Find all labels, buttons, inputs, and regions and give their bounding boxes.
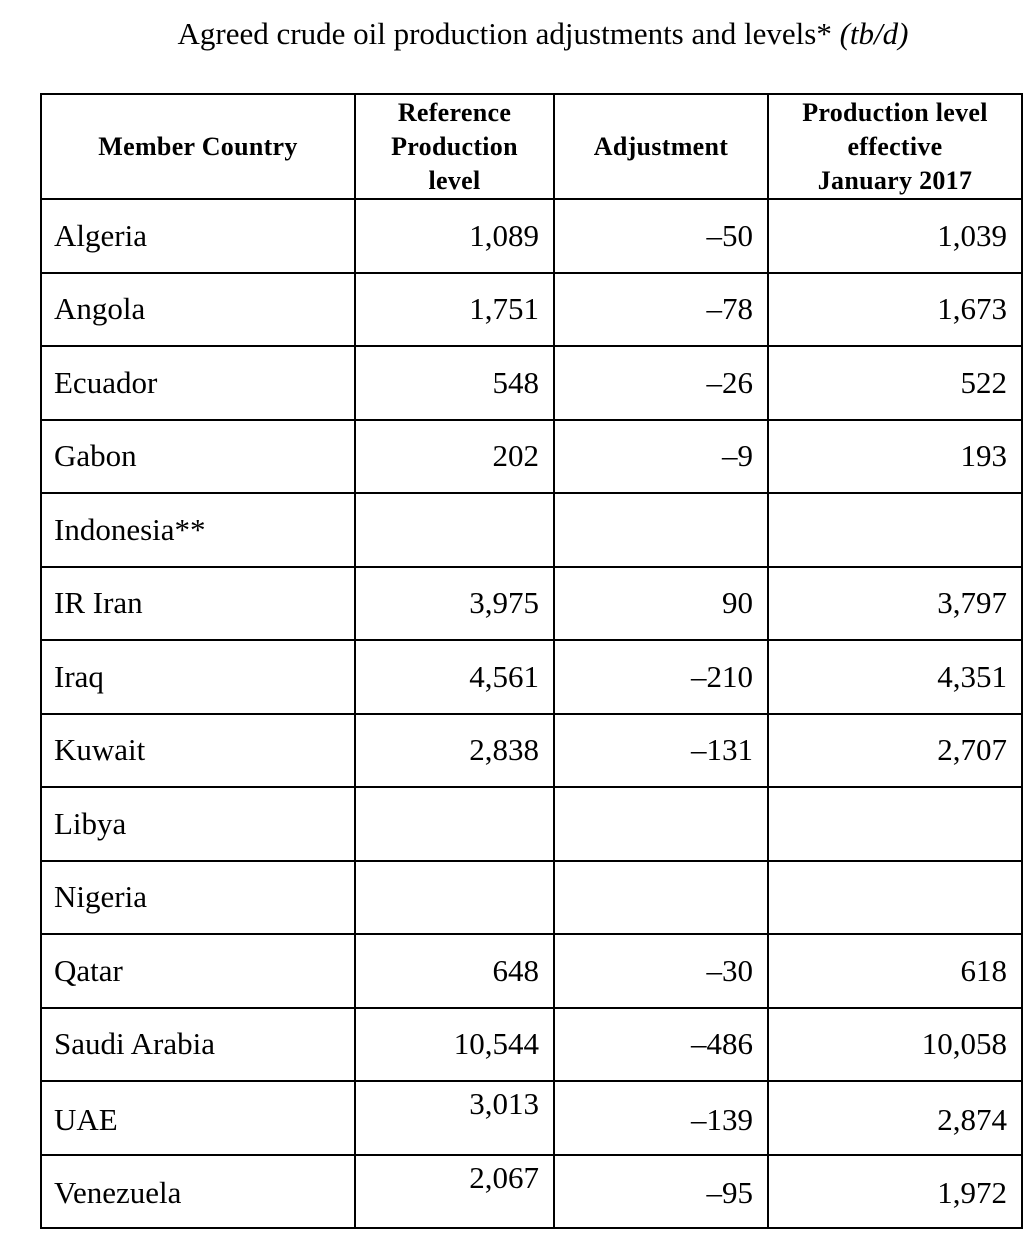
table-row: Algeria 1,089 –50 1,039 — [40, 198, 1023, 274]
title-text: Agreed crude oil production adjustments … — [177, 16, 832, 51]
header-row: Member Country Reference Production leve… — [40, 93, 1023, 200]
table-row: IR Iran 3,975 90 3,797 — [40, 565, 1023, 641]
header-reference-line-1: Reference — [397, 97, 512, 127]
adjustment-cell — [553, 786, 769, 862]
reference-cell — [354, 859, 555, 935]
adjustment-cell: –210 — [553, 639, 769, 715]
table-row: Saudi Arabia 10,544 –486 10,058 — [40, 1006, 1023, 1082]
production-cell: 1,972 — [767, 1153, 1023, 1229]
country-cell: IR Iran — [40, 565, 356, 641]
header-member-country: Member Country — [40, 93, 356, 200]
reference-cell: 2,838 — [354, 712, 555, 788]
production-cell: 1,039 — [767, 198, 1023, 274]
production-cell: 193 — [767, 418, 1023, 494]
reference-cell — [354, 492, 555, 568]
reference-cell: 3,013 — [354, 1080, 555, 1156]
country-cell: Kuwait — [40, 712, 356, 788]
reference-cell: 1,751 — [354, 271, 555, 347]
country-cell: Angola — [40, 271, 356, 347]
reference-cell: 648 — [354, 933, 555, 1009]
production-cell: 2,874 — [767, 1080, 1023, 1156]
production-cell — [767, 786, 1023, 862]
adjustment-cell: –131 — [553, 712, 769, 788]
table-row: Nigeria — [40, 859, 1023, 935]
production-cell — [767, 859, 1023, 935]
country-cell: Ecuador — [40, 345, 356, 421]
country-cell: Algeria — [40, 198, 356, 274]
reference-cell: 1,089 — [354, 198, 555, 274]
table-row: Ecuador 548 –26 522 — [40, 345, 1023, 421]
adjustment-cell: –9 — [553, 418, 769, 494]
table-row: UAE 3,013 –139 2,874 — [40, 1080, 1023, 1156]
production-cell: 618 — [767, 933, 1023, 1009]
production-cell — [767, 492, 1023, 568]
country-cell: Libya — [40, 786, 356, 862]
country-cell: Gabon — [40, 418, 356, 494]
reference-cell: 548 — [354, 345, 555, 421]
title-unit: (tb/d) — [839, 16, 909, 51]
reference-cell: 4,561 — [354, 639, 555, 715]
header-adjustment-label: Adjustment — [593, 131, 729, 161]
header-production-line-3: January 2017 — [817, 165, 973, 195]
table-row: Iraq 4,561 –210 4,351 — [40, 639, 1023, 715]
header-adjustment: Adjustment — [553, 93, 769, 200]
reference-cell — [354, 786, 555, 862]
production-table: Member Country Reference Production leve… — [40, 93, 1023, 1229]
reference-cell: 3,975 — [354, 565, 555, 641]
header-production-line-2: effective — [847, 131, 943, 161]
production-cell: 2,707 — [767, 712, 1023, 788]
adjustment-cell — [553, 492, 769, 568]
table-row: Kuwait 2,838 –131 2,707 — [40, 712, 1023, 788]
reference-cell: 10,544 — [354, 1006, 555, 1082]
header-reference-line-2: Production — [391, 131, 518, 161]
reference-cell: 2,067 — [354, 1153, 555, 1229]
adjustment-cell: –26 — [553, 345, 769, 421]
adjustment-cell: 90 — [553, 565, 769, 641]
adjustment-cell: –95 — [553, 1153, 769, 1229]
table-row: Gabon 202 –9 193 — [40, 418, 1023, 494]
header-reference-production: Reference Production level — [354, 93, 555, 200]
country-cell: Indonesia** — [40, 492, 356, 568]
adjustment-cell: –30 — [553, 933, 769, 1009]
table-row: Qatar 648 –30 618 — [40, 933, 1023, 1009]
header-reference-line-3: level — [428, 165, 481, 195]
table-row: Indonesia** — [40, 492, 1023, 568]
adjustment-cell: –50 — [553, 198, 769, 274]
country-cell: Iraq — [40, 639, 356, 715]
header-production-line-1: Production level — [802, 97, 988, 127]
country-cell: Qatar — [40, 933, 356, 1009]
country-cell: Saudi Arabia — [40, 1006, 356, 1082]
country-cell: UAE — [40, 1080, 356, 1156]
production-cell: 4,351 — [767, 639, 1023, 715]
table-row: Venezuela 2,067 –95 1,972 — [40, 1153, 1023, 1229]
production-cell: 3,797 — [767, 565, 1023, 641]
production-cell: 1,673 — [767, 271, 1023, 347]
header-production-level: Production level effective January 2017 — [767, 93, 1023, 200]
production-cell: 522 — [767, 345, 1023, 421]
adjustment-cell — [553, 859, 769, 935]
adjustment-cell: –486 — [553, 1006, 769, 1082]
adjustment-cell: –78 — [553, 271, 769, 347]
production-cell: 10,058 — [767, 1006, 1023, 1082]
country-cell: Nigeria — [40, 859, 356, 935]
table-row: Libya — [40, 786, 1023, 862]
country-cell: Venezuela — [40, 1153, 356, 1229]
reference-cell: 202 — [354, 418, 555, 494]
table-row: Angola 1,751 –78 1,673 — [40, 271, 1023, 347]
page-title: Agreed crude oil production adjustments … — [0, 14, 1036, 54]
adjustment-cell: –139 — [553, 1080, 769, 1156]
header-member-country-label: Member Country — [98, 131, 298, 161]
